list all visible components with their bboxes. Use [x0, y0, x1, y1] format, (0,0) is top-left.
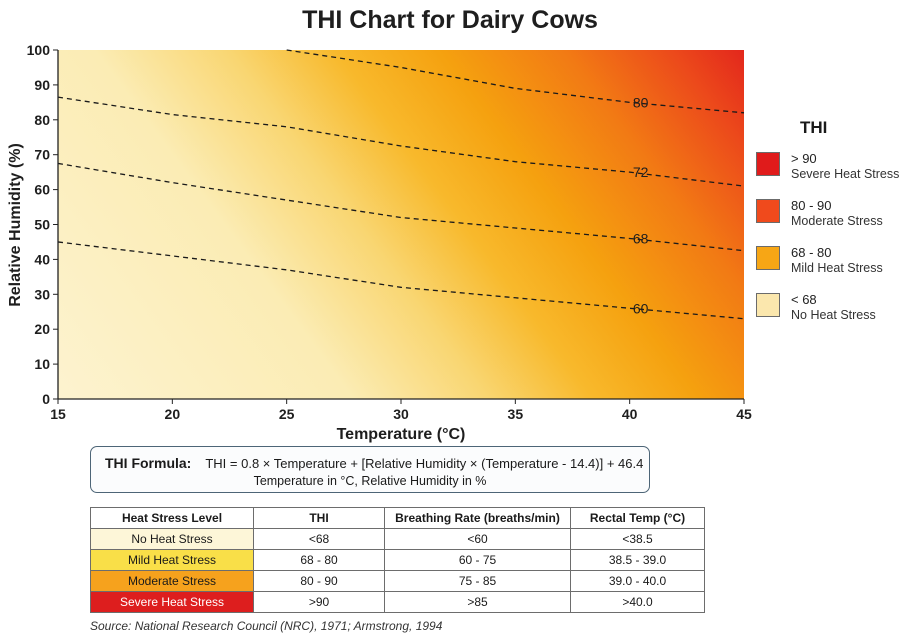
- legend-item: 68 - 80 Mild Heat Stress: [756, 245, 896, 293]
- legend-range: 68 - 80: [791, 245, 832, 260]
- legend-swatch: [756, 152, 780, 176]
- thi-legend: THI > 90 Severe Heat Stress 80 - 90 Moderat…: [756, 118, 900, 340]
- table-row: Moderate Stress 80 - 90 75 - 85 39.0 - 40.0: [90, 570, 705, 592]
- table-cell: <38.5: [570, 528, 705, 550]
- legend-description: Moderate Stress: [791, 214, 883, 228]
- table-cell: >90: [253, 591, 385, 613]
- x-tick-label: 20: [165, 406, 181, 422]
- stress-level-cell: Mild Heat Stress: [90, 549, 254, 571]
- contour-label-68: 68: [633, 230, 649, 246]
- chart-axes: 15 20 25 30 35 40 45 0 10 20 30 40 50 60 70 80 90 100: [27, 42, 752, 422]
- table-row: No Heat Stress <68 <60 <38.5: [90, 528, 705, 550]
- legend-range: 80 - 90: [791, 198, 832, 213]
- y-tick-label: 60: [34, 182, 50, 198]
- table-header: Rectal Temp (°C): [570, 507, 705, 529]
- legend-range: > 90: [791, 151, 817, 166]
- y-tick-label: 50: [34, 217, 50, 233]
- table-cell: 75 - 85: [384, 570, 571, 592]
- x-axis-label: Temperature (°C): [337, 426, 466, 443]
- contour-label-80: 80: [633, 94, 649, 110]
- table-cell: 60 - 75: [384, 549, 571, 571]
- stress-level-cell: Moderate Stress: [90, 570, 254, 592]
- y-tick-label: 90: [34, 77, 50, 93]
- table-header: Heat Stress Level: [90, 507, 254, 529]
- formula-units: Temperature in °C, Relative Humidity in …: [253, 474, 487, 488]
- legend-description: Mild Heat Stress: [791, 261, 883, 275]
- formula-label: THI Formula:: [105, 455, 192, 471]
- x-tick-label: 45: [736, 406, 752, 422]
- table-cell: 38.5 - 39.0: [570, 549, 705, 571]
- formula-text: THI = 0.8 × Temperature + [Relative Humi…: [205, 456, 644, 471]
- legend-item: < 68 No Heat Stress: [756, 292, 896, 340]
- formula-box: THI Formula: THI = 0.8 × Temperature + [R…: [90, 446, 650, 493]
- table-cell: 68 - 80: [253, 549, 385, 571]
- table-cell: >40.0: [570, 591, 705, 613]
- stress-level-cell: No Heat Stress: [90, 528, 254, 550]
- table-cell: 80 - 90: [253, 570, 385, 592]
- table-cell: <60: [384, 528, 571, 550]
- legend-item: > 90 Severe Heat Stress: [756, 151, 900, 199]
- table-header-row: Heat Stress Level THI Breathing Rate (br…: [90, 507, 705, 529]
- thi-chart: 60 68 72 80 15 20 25 30 35 40 45 0 10 20 30 40 50 60 70 80…: [7, 42, 752, 443]
- stress-level-cell: Severe Heat Stress: [90, 591, 254, 613]
- legend-item: 80 - 90 Moderate Stress: [756, 198, 896, 246]
- legend-range: < 68: [791, 292, 817, 307]
- table-cell: <68: [253, 528, 385, 550]
- y-tick-label: 0: [42, 391, 50, 407]
- legend-swatch: [756, 199, 780, 223]
- y-tick-label: 40: [34, 251, 50, 267]
- table-cell: >85: [384, 591, 571, 613]
- legend-title: THI: [800, 118, 828, 137]
- y-tick-label: 80: [34, 112, 50, 128]
- thi-contour-68: [57, 162, 745, 252]
- thi-contour-lines: 60 68 72 80: [57, 49, 745, 320]
- table-body: No Heat Stress <68 <60 <38.5 Mild Heat Stres…: [90, 528, 705, 613]
- x-tick-label: 25: [279, 406, 295, 422]
- y-tick-label: 100: [27, 42, 51, 58]
- y-tick-label: 20: [34, 321, 50, 337]
- heat-stress-table: Heat Stress Level THI Breathing Rate (br…: [90, 507, 705, 613]
- x-tick-label: 30: [393, 406, 409, 422]
- source-citation: Source: National Research Council (NRC),…: [90, 619, 443, 633]
- chart-title: THI Chart for Dairy Cows: [302, 6, 598, 34]
- thi-contour-60: [57, 241, 745, 320]
- table-row: Severe Heat Stress >90 >85 >40.0: [90, 591, 705, 613]
- x-tick-label: 40: [622, 406, 638, 422]
- x-tick-label: 35: [508, 406, 524, 422]
- table-header: Breathing Rate (breaths/min): [384, 507, 571, 529]
- y-axis-label: Relative Humidity (%): [7, 143, 24, 307]
- y-tick-label: 30: [34, 286, 50, 302]
- legend-swatch: [756, 246, 780, 270]
- legend-description: No Heat Stress: [791, 308, 876, 322]
- contour-label-60: 60: [633, 300, 649, 316]
- legend-swatch: [756, 293, 780, 317]
- table-header: THI: [253, 507, 385, 529]
- legend-items: > 90 Severe Heat Stress 80 - 90 Moderate St…: [756, 151, 900, 340]
- heatmap-area: [58, 50, 744, 399]
- thi-contour-72: [57, 96, 745, 187]
- legend-description: Severe Heat Stress: [791, 167, 900, 181]
- y-tick-label: 70: [34, 147, 50, 163]
- table-row: Mild Heat Stress 68 - 80 60 - 75 38.5 - 39.…: [90, 549, 705, 571]
- table-cell: 39.0 - 40.0: [570, 570, 705, 592]
- y-tick-label: 10: [34, 356, 50, 372]
- x-tick-label: 15: [50, 406, 66, 422]
- contour-label-72: 72: [633, 164, 649, 180]
